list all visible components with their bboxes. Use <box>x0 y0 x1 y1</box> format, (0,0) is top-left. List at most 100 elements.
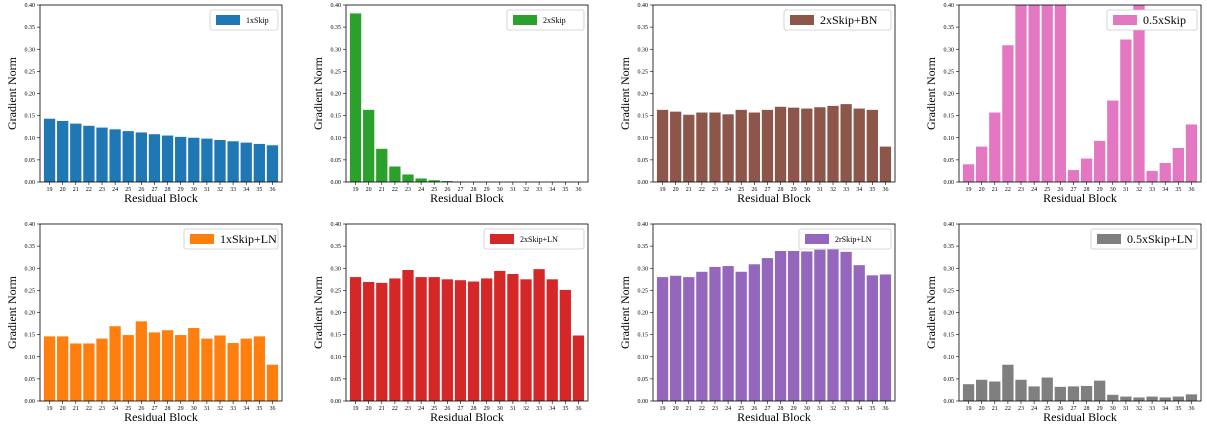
x-tick-label: 24 <box>112 406 118 412</box>
y-tick-label: 0.35 <box>638 244 649 250</box>
chart-panel-3: 19 20 21 22 23 24 25 26 27 28 29 30 31 32 33 34 35 36 0.00… <box>924 3 1202 205</box>
y-tick-label: 0.05 <box>331 158 342 164</box>
x-tick-label: 32 <box>1136 406 1142 412</box>
bar-19 <box>656 109 669 182</box>
bar-23 <box>402 270 414 401</box>
bar-25 <box>1041 377 1053 401</box>
bar-29 <box>175 136 187 182</box>
x-tick-label: 22 <box>392 406 398 412</box>
x-tick-label: 21 <box>379 187 385 193</box>
x-tick-label: 25 <box>431 406 437 412</box>
x-tick-label: 32 <box>217 187 223 193</box>
x-tick-label: 32 <box>523 187 529 193</box>
x-tick-label: 19 <box>353 187 359 193</box>
legend-label: 2rSkip+LN <box>835 235 872 244</box>
bar-20 <box>363 109 375 182</box>
x-tick-label: 28 <box>471 187 477 193</box>
y-tick-label: 0.35 <box>331 244 342 250</box>
y-tick-label: 0.10 <box>25 136 36 142</box>
y-tick-label: 0.40 <box>638 3 649 9</box>
bar-33 <box>840 104 852 182</box>
y-tick-label: 0.10 <box>331 355 342 361</box>
bar-23 <box>96 338 108 401</box>
y-tick-label: 0.15 <box>25 114 36 120</box>
y-tick-label: 0.05 <box>638 377 649 383</box>
x-tick-label: 19 <box>660 187 666 193</box>
y-axis-label: Gradient Norm <box>5 275 19 349</box>
bar-20 <box>670 275 682 401</box>
bar-34 <box>853 108 865 182</box>
bar-23 <box>709 112 721 182</box>
x-tick-label: 29 <box>484 406 490 412</box>
x-tick-label: 29 <box>484 187 490 193</box>
x-tick-label: 27 <box>151 406 157 412</box>
y-tick-label: 0.25 <box>638 288 649 294</box>
x-tick-label: 33 <box>843 406 849 412</box>
x-tick-label: 26 <box>138 406 144 412</box>
bar-21 <box>683 114 695 182</box>
x-tick-label: 29 <box>178 406 184 412</box>
x-tick-label: 27 <box>1070 187 1076 193</box>
y-tick-label: 0.15 <box>25 333 36 339</box>
y-tick-label: 0.35 <box>25 244 36 250</box>
chart-panel-4: 19 20 21 22 23 24 25 26 27 28 29 30 31 32 33 34 35 36 0.00… <box>5 222 283 424</box>
y-tick-label: 0.05 <box>25 158 36 164</box>
legend: 1xSkip <box>209 9 279 31</box>
bar-26 <box>1054 386 1066 401</box>
bar-20 <box>976 146 988 182</box>
x-tick-label: 32 <box>830 406 836 412</box>
bar-20 <box>363 281 375 401</box>
y-tick-label: 0.30 <box>331 47 342 53</box>
bar-36 <box>1185 124 1198 182</box>
x-tick-label: 29 <box>1097 406 1103 412</box>
x-tick-label: 29 <box>791 406 797 412</box>
chart-panel-1: 19 20 21 22 23 24 25 26 27 28 29 30 31 32 33 34 35 36 0.00… <box>311 3 589 205</box>
x-tick-label: 29 <box>178 187 184 193</box>
x-tick-label: 32 <box>217 406 223 412</box>
bar-35 <box>1172 396 1184 401</box>
x-tick-label: 21 <box>379 406 385 412</box>
y-tick-label: 0.00 <box>638 180 649 186</box>
y-tick-label: 0.05 <box>331 377 342 383</box>
y-tick-label: 0.10 <box>25 355 36 361</box>
bars <box>656 104 892 182</box>
bar-32 <box>1133 397 1145 401</box>
y-axis-label: Gradient Norm <box>618 56 632 130</box>
bar-26 <box>441 279 453 401</box>
x-tick-label: 29 <box>1097 187 1103 193</box>
x-tick-label: 34 <box>1162 187 1168 193</box>
y-tick-label: 0.40 <box>331 222 342 228</box>
x-tick-label: 35 <box>869 406 875 412</box>
bar-26 <box>135 321 147 401</box>
x-tick-label: 28 <box>1084 406 1090 412</box>
x-tick-label: 32 <box>523 406 529 412</box>
x-tick-label: 31 <box>204 187 210 193</box>
x-tick-label: 21 <box>73 406 79 412</box>
bars <box>43 118 279 182</box>
bar-21 <box>989 112 1001 182</box>
bar-28 <box>774 250 787 401</box>
y-tick-label: 0.40 <box>25 222 36 228</box>
bar-36 <box>266 145 279 182</box>
y-tick-label: 0.25 <box>331 288 342 294</box>
bar-22 <box>696 112 708 182</box>
x-tick-label: 26 <box>751 406 757 412</box>
x-tick-label: 35 <box>1175 406 1181 412</box>
x-tick-label: 20 <box>366 406 372 412</box>
x-tick-label: 35 <box>562 406 568 412</box>
x-tick-label: 20 <box>366 187 372 193</box>
y-tick-label: 0.40 <box>944 222 955 228</box>
bar-32 <box>1133 5 1145 182</box>
bar-29 <box>788 107 800 182</box>
x-tick-label: 31 <box>510 406 516 412</box>
plot-frame <box>39 4 283 183</box>
bar-35 <box>253 143 265 182</box>
x-tick-label: 36 <box>1188 406 1194 412</box>
bar-33 <box>1146 396 1158 401</box>
bar-29 <box>1094 140 1106 182</box>
bar-33 <box>1146 170 1158 182</box>
x-tick-label: 33 <box>536 187 542 193</box>
x-tick-label: 30 <box>497 187 503 193</box>
x-tick-label: 24 <box>1031 406 1037 412</box>
bar-35 <box>559 289 571 401</box>
